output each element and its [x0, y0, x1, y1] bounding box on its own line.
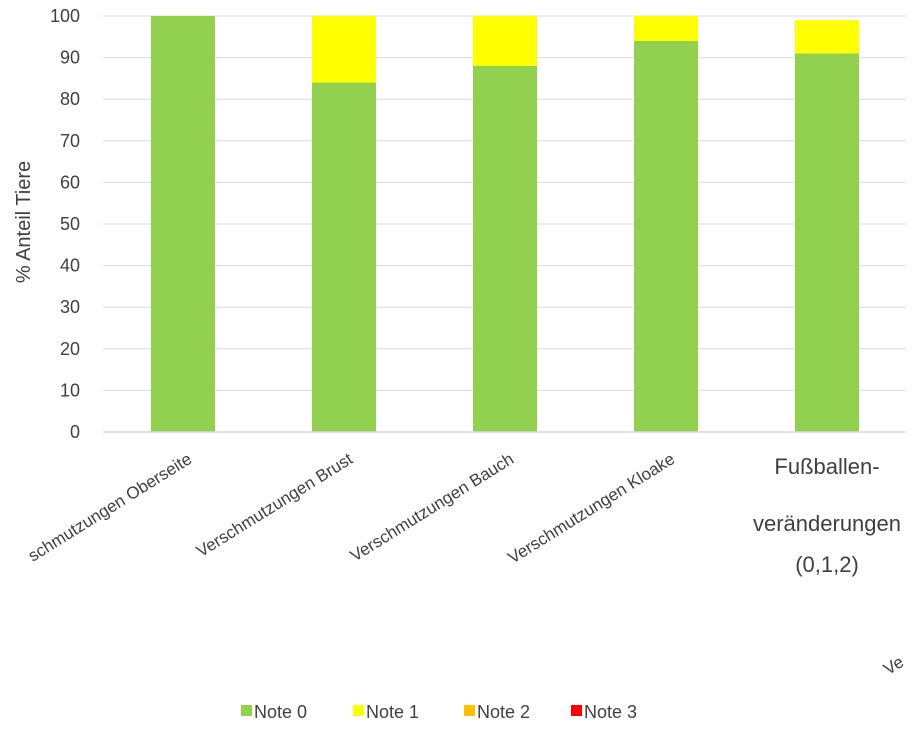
legend-swatch	[241, 705, 252, 716]
bar-note-0	[473, 65, 537, 433]
x-tick-label: Verschmutzungen Bauch	[347, 449, 517, 565]
y-tick-label: 20	[60, 339, 80, 359]
legend-label: Note 1	[366, 702, 419, 722]
bar-note-0	[634, 40, 698, 433]
x-tick-label: Verschmutzungen Brust	[193, 449, 356, 561]
legend-item: Note 0	[241, 702, 307, 722]
y-tick-label: 50	[60, 214, 80, 234]
y-axis-ticks: 0 10 20 30 40 50 60 70 80 90 100	[50, 6, 80, 442]
legend-label: Note 2	[477, 702, 530, 722]
legend: Note 0 Note 1 Note 2 Note 3	[241, 702, 637, 722]
bar-note-1	[473, 16, 537, 66]
x-tick-label: veränderungen	[753, 511, 901, 536]
y-tick-label: 80	[60, 89, 80, 109]
legend-item: Note 2	[464, 702, 530, 722]
bar-note-1	[634, 16, 698, 41]
legend-swatch	[353, 705, 364, 716]
bar-note-0	[151, 16, 215, 432]
y-tick-label: 0	[70, 422, 80, 442]
legend-label: Note 3	[584, 702, 637, 722]
y-axis-title: % Anteil Tiere	[13, 161, 35, 283]
bar-note-0	[795, 53, 859, 432]
x-tick-label: Fußballen-	[774, 454, 879, 479]
bars	[151, 16, 859, 433]
legend-label: Note 0	[254, 702, 307, 722]
y-tick-label: 70	[60, 131, 80, 151]
bar-note-1	[795, 20, 859, 54]
legend-item: Note 3	[571, 702, 637, 722]
y-tick-label: 60	[60, 172, 80, 192]
legend-swatch	[571, 705, 582, 716]
bar-note-0	[312, 82, 376, 432]
y-tick-label: 30	[60, 297, 80, 317]
y-tick-label: 100	[50, 6, 80, 26]
y-tick-label: 10	[60, 380, 80, 400]
x-tick-label: schmutzungen Oberseite	[25, 449, 195, 565]
legend-item: Note 1	[353, 702, 419, 722]
x-tick-label: (0,1,2)	[795, 552, 859, 577]
legend-swatch	[464, 705, 475, 716]
x-tick-label-clipped: Ve	[880, 652, 907, 679]
y-tick-label: 40	[60, 256, 80, 276]
x-tick-label: Verschmutzungen Kloake	[505, 449, 679, 567]
y-tick-label: 90	[60, 48, 80, 68]
bar-note-1	[312, 16, 376, 83]
